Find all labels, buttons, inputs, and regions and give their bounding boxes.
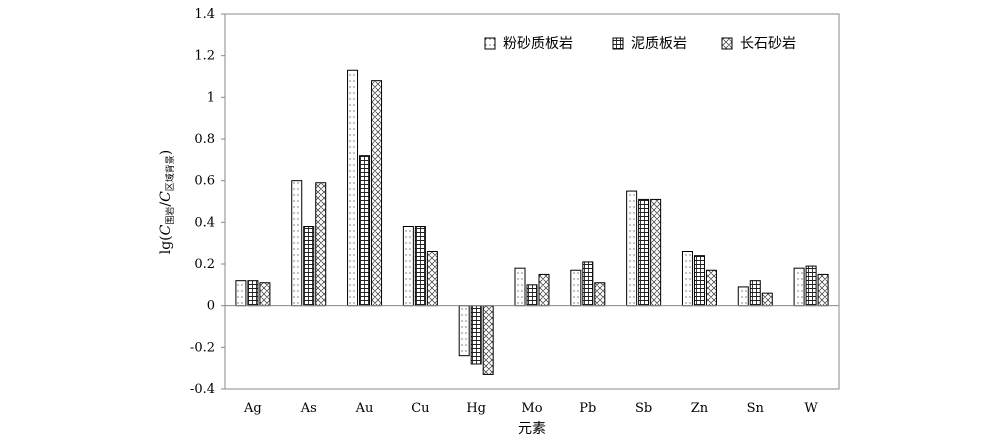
- bar-hg-series-2: [482, 305, 494, 375]
- bar-as-series-1: [303, 226, 315, 307]
- legend-swatch-2: [721, 37, 733, 50]
- legend-label-2: 长石砂岩: [740, 36, 796, 52]
- y-axis-title-den-symbol: C: [158, 191, 174, 202]
- bar-sn-series-2: [761, 292, 773, 307]
- legend-label-1: 泥质板岩: [631, 36, 687, 52]
- legend-swatch-1: [612, 37, 624, 50]
- bars: [235, 69, 829, 375]
- bar-zn-series-1: [693, 255, 705, 307]
- y-tick-label: 0.4: [194, 215, 215, 230]
- x-tick-label: As: [300, 401, 317, 416]
- bar-au-series-1: [359, 155, 371, 307]
- y-tick-label: 1.2: [194, 49, 215, 64]
- y-tick-label: 1.4: [194, 7, 215, 22]
- y-axis-title-num-sub: 围岩: [164, 207, 176, 225]
- bar-pb-series-0: [570, 269, 582, 307]
- bar-au-series-2: [371, 80, 383, 307]
- x-tick-label: Pb: [579, 401, 596, 416]
- plot-area: [224, 13, 840, 390]
- y-tick-label: 0.2: [194, 257, 215, 272]
- bar-sb-series-2: [650, 198, 662, 307]
- bar-mo-series-1: [526, 284, 538, 307]
- bar-zn-series-2: [705, 269, 717, 307]
- x-axis-title: 元素: [518, 421, 546, 437]
- legend: 粉砂质板岩 泥质板岩 长石砂岩: [484, 36, 796, 52]
- bar-as-series-2: [315, 182, 327, 307]
- y-tick-label: 0.8: [194, 132, 215, 147]
- y-axis-title-prefix: lg(: [158, 235, 174, 254]
- y-tick-label: -0.4: [190, 382, 215, 397]
- bar-as-series-0: [291, 180, 303, 307]
- bar-sb-series-1: [638, 198, 650, 307]
- bar-cu-series-0: [402, 226, 414, 307]
- x-axis-categories: Ag As Au Cu Hg Mo Pb Sb Zn Sn W: [243, 401, 818, 416]
- y-tick-label: 1: [207, 90, 215, 105]
- x-tick-label: Au: [355, 401, 374, 416]
- bar-sn-series-0: [737, 286, 749, 307]
- bar-cu-series-2: [426, 251, 438, 307]
- bar-ag-series-0: [235, 280, 247, 307]
- y-axis-title-den-sub: 区域背景: [164, 155, 176, 191]
- x-tick-label: Ag: [243, 401, 262, 416]
- bar-pb-series-2: [594, 282, 606, 307]
- bar-zn-series-0: [681, 251, 693, 307]
- bar-w-series-0: [793, 267, 805, 307]
- y-axis-title: lg(C围岩/C区域背景): [158, 150, 176, 255]
- y-axis-ticks: -0.4 -0.2 0 0.2 0.4 0.6 0.8 1 1.2 1.4: [190, 7, 225, 397]
- legend-swatch-0: [484, 37, 496, 50]
- bar-cu-series-1: [414, 226, 426, 307]
- y-axis-title-divider: /: [158, 202, 174, 207]
- bar-hg-series-1: [470, 305, 482, 365]
- bar-mo-series-2: [538, 273, 550, 307]
- bar-w-series-1: [805, 265, 817, 307]
- x-tick-label: Zn: [691, 401, 709, 416]
- bar-ag-series-2: [259, 282, 271, 307]
- bar-mo-series-0: [514, 267, 526, 307]
- y-axis-title-num-symbol: C: [158, 224, 174, 235]
- x-tick-label: W: [804, 401, 818, 416]
- y-axis-title-suffix: ): [158, 150, 174, 155]
- bar-w-series-2: [817, 273, 829, 307]
- y-tick-label: 0: [207, 299, 215, 314]
- x-tick-label: Mo: [521, 401, 542, 416]
- bar-sb-series-0: [626, 190, 638, 307]
- bar-sn-series-1: [749, 280, 761, 307]
- x-tick-label: Cu: [411, 401, 429, 416]
- x-tick-label: Sn: [747, 401, 765, 416]
- bar-au-series-0: [347, 69, 359, 307]
- bar-ag-series-1: [247, 280, 259, 307]
- x-tick-label: Sb: [635, 401, 652, 416]
- x-tick-label: Hg: [466, 401, 486, 416]
- bar-hg-series-0: [458, 305, 470, 357]
- legend-label-0: 粉砂质板岩: [503, 36, 573, 52]
- y-tick-label: 0.6: [194, 174, 215, 189]
- y-tick-label: -0.2: [190, 340, 215, 355]
- bar-pb-series-1: [582, 261, 594, 307]
